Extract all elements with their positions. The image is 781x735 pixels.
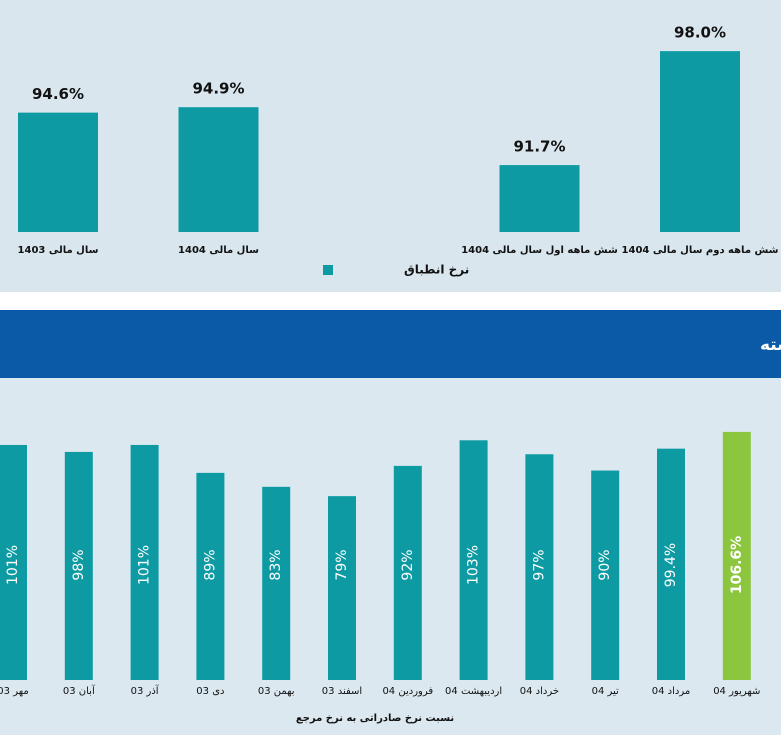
x-tick-label: اسفند 03 (322, 686, 362, 697)
bar (393, 465, 422, 680)
top-panel (0, 0, 781, 292)
bar (660, 51, 740, 233)
legend-label: نرخ انطباق (404, 263, 469, 277)
x-tick-label: آبان 03 (63, 684, 96, 697)
x-tick-label: شش ماهه اول سال مالی 1404 (461, 245, 618, 256)
x-tick-label: سال مالی 1403 (18, 245, 99, 256)
bottom-panel (0, 378, 781, 735)
value-label: 98% (71, 549, 87, 580)
bar (722, 431, 751, 680)
x-tick-label: شهریور 04 (713, 686, 760, 697)
value-label: 90% (597, 549, 613, 580)
x-axis-label: نسبت نرخ صادراتی به نرخ مرجع (296, 713, 454, 724)
value-label: 98.0% (674, 24, 726, 42)
bar (18, 112, 98, 232)
x-tick-label: شش ماهه دوم سال مالی 1404 (622, 245, 779, 256)
bar (459, 440, 488, 680)
value-label: 101% (137, 545, 153, 585)
value-label: 92% (400, 549, 416, 580)
x-tick-label: فروردین 04 (382, 686, 433, 697)
bar (525, 454, 554, 680)
value-label: 89% (202, 549, 218, 580)
value-label: 103% (466, 545, 482, 585)
x-tick-label: مرداد 04 (652, 686, 690, 697)
x-tick-label: مهر 03 (0, 686, 29, 697)
bar (262, 486, 291, 680)
value-label: 91.7% (513, 138, 565, 156)
value-label: 99.4% (663, 543, 679, 587)
value-label: 106.6% (729, 536, 745, 594)
x-tick-label: آذر 03 (131, 684, 160, 697)
bar (130, 444, 159, 680)
chart-title: نسبت نرخ صادراتی پردیس به نرخ مرجع - 12 … (760, 334, 781, 355)
bar (657, 448, 685, 680)
x-tick-label: بهمن 03 (258, 686, 295, 697)
banner (0, 310, 781, 378)
bar (0, 444, 27, 680)
value-label: 79% (334, 549, 350, 580)
value-label: 101% (5, 545, 21, 585)
x-tick-label: دی 03 (196, 686, 224, 697)
bar (196, 472, 225, 680)
x-tick-label: تیر 04 (592, 686, 619, 697)
value-label: 83% (268, 549, 284, 580)
x-tick-label: اردیبهشت 04 (445, 686, 502, 697)
value-label: 94.9% (192, 80, 244, 98)
value-label: 94.6% (32, 85, 84, 103)
x-tick-label: سال مالی 1404 (178, 245, 259, 256)
bar (178, 107, 259, 232)
legend-swatch (323, 265, 333, 275)
x-tick-label: خرداد 04 (520, 686, 559, 697)
value-label: 97% (531, 549, 547, 580)
bar (499, 165, 580, 232)
bar (328, 496, 356, 680)
bar (64, 451, 93, 680)
bar (591, 470, 620, 680)
